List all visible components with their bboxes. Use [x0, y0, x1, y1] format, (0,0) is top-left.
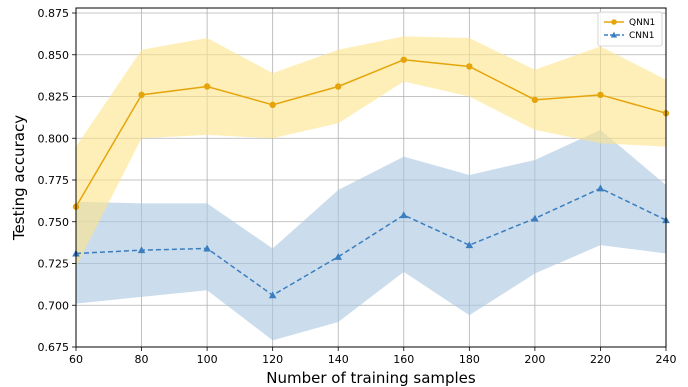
y-tick-label: 0.825 — [38, 91, 70, 104]
confidence-bands — [76, 36, 666, 341]
point-qnn1 — [269, 101, 276, 109]
x-tick-label: 240 — [656, 353, 677, 366]
y-tick-label: 0.675 — [38, 341, 70, 354]
point-qnn1 — [531, 96, 539, 104]
point-cnn1 — [334, 253, 343, 260]
y-tick-label: 0.775 — [38, 174, 70, 187]
point-cnn1 — [203, 244, 211, 252]
x-tick-label: 120 — [262, 353, 283, 366]
data-points — [72, 56, 670, 299]
x-tick-label: 100 — [197, 353, 218, 366]
line-cnn1 — [75, 187, 667, 297]
y-tick-label: 0.800 — [38, 132, 70, 145]
point-cnn1 — [531, 214, 539, 222]
y-tick-label: 0.750 — [38, 216, 70, 229]
x-tick-label: 160 — [393, 353, 414, 366]
legend-marker-qnn1 — [611, 19, 617, 25]
line-qnn1 — [75, 59, 667, 208]
point-cnn1 — [137, 246, 146, 254]
x-tick-label: 180 — [459, 353, 480, 366]
y-tick-label: 0.850 — [38, 49, 70, 62]
axis-ticks: 60 80 100 120 140 160 180 200 220 240 0.675 0.700 0.… — [38, 7, 677, 366]
point-cnn1 — [399, 211, 408, 219]
point-qnn1 — [138, 91, 145, 99]
x-tick-label: 60 — [69, 353, 83, 366]
x-tick-label: 80 — [135, 353, 149, 366]
legend: QNN1 CNN1 — [597, 11, 663, 47]
point-qnn1 — [335, 83, 342, 90]
y-tick-label: 0.725 — [38, 258, 70, 271]
point-qnn1 — [466, 63, 473, 70]
series-lines — [75, 59, 667, 297]
band-qnn1 — [76, 36, 666, 267]
point-qnn1 — [597, 91, 604, 99]
point-qnn1 — [400, 56, 407, 63]
legend-marker-cnn1 — [610, 31, 618, 38]
legend-label-cnn1: CNN1 — [629, 31, 654, 41]
band-cnn1 — [76, 129, 666, 341]
y-axis-label: Testing accuracy — [10, 115, 28, 241]
point-cnn1 — [268, 291, 277, 299]
y-tick-label: 0.700 — [38, 299, 70, 312]
y-tick-label: 0.875 — [38, 7, 70, 20]
point-cnn1 — [596, 184, 605, 192]
legend-label-qnn1: QNN1 — [629, 18, 655, 28]
point-qnn1 — [203, 83, 211, 90]
x-tick-label: 200 — [524, 353, 545, 366]
point-cnn1 — [465, 241, 474, 249]
x-tick-label: 220 — [590, 353, 611, 366]
x-axis-label: Number of training samples — [266, 369, 476, 387]
x-tick-label: 140 — [328, 353, 349, 366]
plot-frame — [75, 7, 667, 348]
